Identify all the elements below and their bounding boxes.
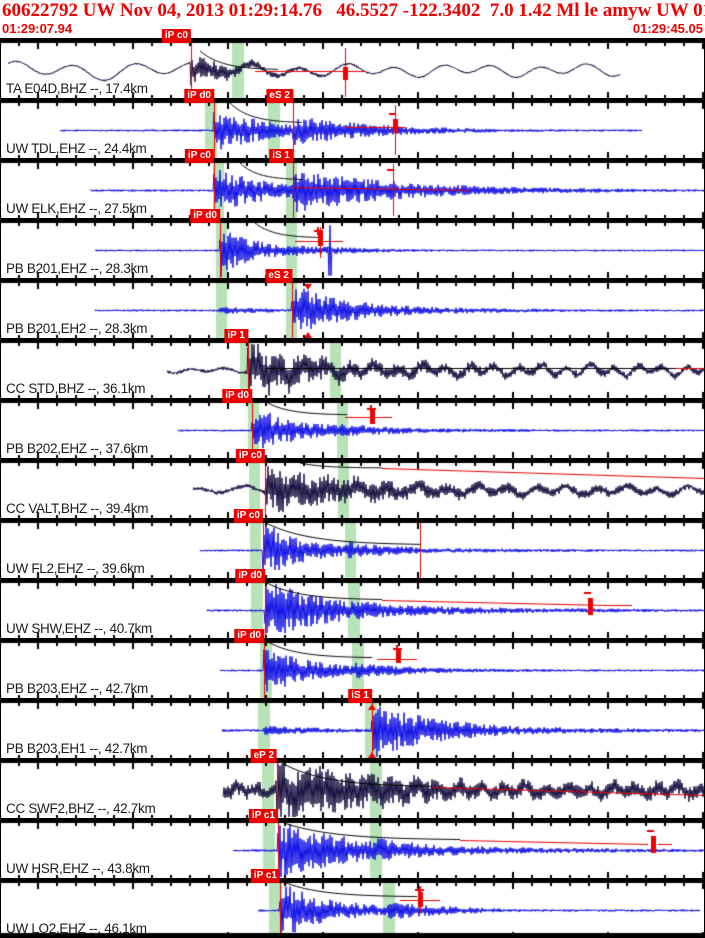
trace-panel[interactable]: TA E04D,BHZ --, 17.4km iP c0	[0, 29, 705, 98]
waveform-canvas[interactable]	[0, 38, 705, 98]
trace-panel[interactable]: UW SHW,EHZ --, 40.7km iP d0	[0, 569, 705, 638]
station-label: PB B201,EHZ --, 28.3km	[6, 261, 148, 276]
waveform-canvas[interactable]	[0, 338, 705, 398]
waveform-canvas[interactable]	[0, 638, 705, 698]
phase-pick-flag[interactable]: iP c1	[250, 869, 280, 883]
waveform-canvas[interactable]	[0, 98, 705, 158]
station-label: CC STD,BHZ --, 36.1km	[6, 381, 146, 396]
trace-panel[interactable]: PB B203,EHZ --, 42.7km iP d0	[0, 629, 705, 698]
phase-pick-flag[interactable]: iP d0	[235, 569, 265, 583]
trace-panel[interactable]: UW LO2,EHZ --, 46.1km iP c1	[0, 869, 705, 938]
station-label: UW FL2,EHZ --, 39.6km	[6, 561, 145, 576]
trace-panels: TA E04D,BHZ --, 17.4km iP c0 UW TDL,EHZ …	[0, 29, 705, 938]
station-label: CC SWF2,BHZ --, 42.7km	[6, 801, 156, 816]
phase-pick-flag[interactable]: iP c0	[184, 149, 214, 163]
window-start-time: 01:29:07.94	[2, 21, 73, 36]
window-end-time: 01:29:45.05	[632, 21, 703, 36]
phase-pick-flag[interactable]: iP d0	[184, 89, 214, 103]
trace-panel[interactable]: UW ELK,EHZ --, 27.5km iP c0 iS 1	[0, 149, 705, 218]
station-label: CC VALT,BHZ --, 39.4km	[6, 501, 149, 516]
station-label: UW LO2,EHZ --, 46.1km	[6, 921, 147, 936]
trace-panel[interactable]: PB B202,EHZ --, 37.6km iP d0	[0, 389, 705, 458]
waveform-canvas[interactable]	[0, 878, 705, 938]
phase-pick-flag[interactable]: iP d0	[234, 629, 264, 643]
trace-panel[interactable]: CC SWF2,BHZ --, 42.7km eP 2	[0, 749, 705, 818]
trace-panel[interactable]: CC VALT,BHZ --, 39.4km iP c0	[0, 449, 705, 518]
station-label: PB B202,EHZ --, 37.6km	[6, 441, 148, 456]
waveform-canvas[interactable]	[0, 758, 705, 818]
phase-pick-flag[interactable]: iP c1	[248, 809, 278, 823]
event-header: 60622792 UW Nov 04, 2013 01:29:14.76 46.…	[2, 0, 705, 21]
trace-panel[interactable]: CC STD,BHZ --, 36.1km iP 1	[0, 329, 705, 398]
station-label: UW HSR,EHZ --, 43.8km	[6, 861, 150, 876]
trace-panel[interactable]: PB B203,EH1 --, 42.7km iS 1	[0, 689, 705, 758]
waveform-canvas[interactable]	[0, 698, 705, 758]
waveform-canvas[interactable]	[0, 458, 705, 518]
phase-pick-flag[interactable]: eP 2	[250, 749, 277, 763]
waveform-canvas[interactable]	[0, 518, 705, 578]
phase-pick-flag[interactable]: eS 2	[265, 269, 292, 283]
trace-panel[interactable]: PB B201,EHZ --, 28.3km iP d0	[0, 209, 705, 278]
phase-pick-flag[interactable]: iP 1	[224, 329, 248, 343]
phase-pick-flag[interactable]: iS 1	[269, 149, 293, 163]
station-label: UW TDL,EHZ --, 24.4km	[6, 141, 147, 156]
station-label: UW ELK,EHZ --, 27.5km	[6, 201, 147, 216]
station-label: PB B203,EHZ --, 42.7km	[6, 681, 148, 696]
station-label: PB B203,EH1 --, 42.7km	[6, 741, 148, 756]
station-label: TA E04D,BHZ --, 17.4km	[6, 81, 148, 96]
trace-panel[interactable]: UW HSR,EHZ --, 43.8km iP c1	[0, 809, 705, 878]
phase-pick-flag[interactable]: iS 1	[348, 689, 372, 703]
waveform-canvas[interactable]	[0, 818, 705, 878]
waveform-canvas[interactable]	[0, 158, 705, 218]
left-frame-line	[0, 38, 1, 938]
trace-panel[interactable]: UW TDL,EHZ --, 24.4km iP d0 eS 2	[0, 89, 705, 158]
waveform-canvas[interactable]	[0, 278, 705, 338]
phase-pick-flag[interactable]: eS 2	[266, 89, 293, 103]
phase-pick-flag[interactable]: iP d0	[190, 209, 220, 223]
phase-pick-flag[interactable]: iP c0	[235, 449, 265, 463]
waveform-canvas[interactable]	[0, 578, 705, 638]
phase-pick-flag[interactable]: iP d0	[222, 389, 252, 403]
time-window-row: 01:29:07.94 01:29:45.05	[0, 22, 705, 38]
trace-panel[interactable]: PB B201,EH2 --, 28.3km eS 2	[0, 269, 705, 338]
phase-pick-flag[interactable]: iP c0	[233, 509, 263, 523]
station-label: UW SHW,EHZ --, 40.7km	[6, 621, 152, 636]
station-label: PB B201,EH2 --, 28.3km	[6, 321, 148, 336]
waveform-canvas[interactable]	[0, 218, 705, 278]
trace-panel[interactable]: UW FL2,EHZ --, 39.6km iP c0	[0, 509, 705, 578]
waveform-canvas[interactable]	[0, 398, 705, 458]
phase-pick-flag[interactable]: iP c0	[161, 29, 191, 43]
